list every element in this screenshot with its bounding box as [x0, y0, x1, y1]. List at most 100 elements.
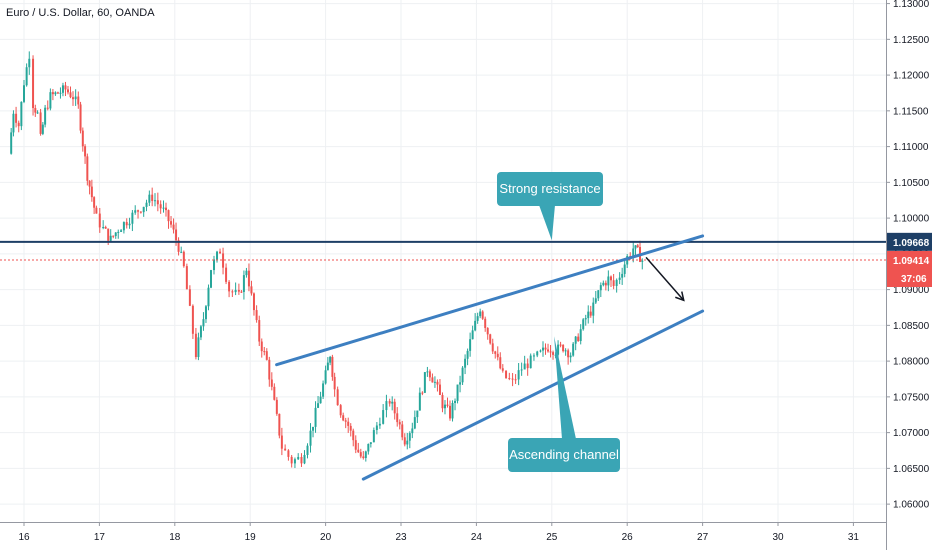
candle-body	[74, 96, 77, 100]
candle-body	[250, 286, 253, 294]
channel-callout-label: Ascending channel	[509, 447, 619, 462]
candle-body	[312, 426, 315, 431]
candle-body	[523, 363, 526, 370]
candle-body	[416, 410, 419, 418]
candle-body	[84, 146, 87, 157]
y-tick-label: 1.09000	[893, 285, 930, 296]
candle-body	[90, 186, 93, 198]
candle-body	[494, 351, 497, 354]
candle-body	[364, 451, 367, 459]
candle-body	[260, 341, 263, 352]
candle-body	[237, 289, 240, 292]
channel-upper-line	[275, 234, 705, 367]
x-tick-label: 23	[395, 532, 407, 543]
candle-body	[134, 210, 137, 213]
candle-body	[207, 287, 210, 307]
candle-body	[64, 85, 67, 90]
candle-body	[589, 311, 592, 316]
candle-body	[362, 456, 365, 459]
candle-body	[564, 350, 567, 352]
candle-body	[489, 334, 492, 344]
candle-body	[408, 433, 411, 441]
candle-body	[479, 311, 482, 317]
candle-body	[44, 107, 47, 125]
candle-body	[326, 362, 329, 371]
candle-body	[446, 404, 449, 406]
candle-body	[290, 456, 293, 464]
candle-body	[170, 221, 173, 225]
resistance-callout-box	[497, 172, 603, 206]
candle-body	[81, 130, 84, 147]
candle-body	[594, 298, 597, 303]
candle-body	[131, 212, 134, 224]
callout-labels: Strong resistance Ascending channel	[497, 172, 620, 472]
candle-body	[636, 245, 639, 247]
candle-body	[602, 282, 605, 286]
candle-body	[51, 92, 54, 95]
candle-body	[418, 392, 421, 411]
candle-body	[213, 259, 216, 271]
candle-body	[623, 264, 626, 274]
y-tick-label: 1.12000	[893, 71, 930, 82]
candle-body	[28, 58, 31, 68]
candle-body	[109, 235, 112, 241]
candle-body	[216, 251, 219, 260]
candle-body	[191, 305, 194, 334]
candle-body	[32, 58, 35, 109]
candle-body	[182, 251, 185, 267]
candle-body	[339, 405, 342, 416]
candle-body	[413, 417, 416, 429]
candle-body	[275, 399, 278, 414]
candle-body	[15, 113, 18, 123]
candle-body	[104, 226, 107, 229]
y-tick-label: 1.08000	[893, 357, 930, 368]
candle-body	[234, 289, 237, 293]
candle-body	[421, 392, 424, 394]
candle-body	[309, 430, 312, 446]
candle-body	[72, 97, 75, 100]
chart-grid	[0, 0, 886, 522]
x-tick-label: 19	[245, 532, 257, 543]
candle-body	[284, 448, 287, 451]
candle-body	[456, 384, 459, 401]
candle-body	[514, 379, 517, 381]
candle-body	[258, 320, 261, 342]
candle-body	[401, 424, 404, 438]
candle-body	[517, 370, 520, 380]
candle-body	[252, 293, 255, 311]
projection-arrow-line	[645, 256, 685, 301]
candle-body	[433, 381, 436, 383]
candle-body	[393, 401, 396, 414]
candle-body	[451, 402, 454, 419]
candle-body	[142, 206, 145, 213]
candle-body	[481, 311, 484, 319]
candle-body	[378, 423, 381, 426]
candle-body	[204, 306, 207, 320]
price-tags: 1.09668 1.09414 37:06	[887, 232, 932, 287]
candle-body	[79, 104, 82, 131]
candle-body	[300, 456, 303, 464]
candle-body	[615, 279, 618, 286]
candle-body	[511, 378, 514, 380]
candle-body	[225, 267, 228, 282]
candle-body	[542, 347, 545, 351]
y-tick-label: 1.12500	[893, 35, 930, 46]
candle-body	[559, 344, 562, 346]
candle-body	[231, 291, 234, 293]
y-tick-label: 1.10000	[893, 214, 930, 225]
candle-body	[159, 204, 162, 209]
candle-body	[265, 351, 268, 360]
candle-body	[349, 425, 352, 431]
candle-body	[618, 277, 621, 280]
candle-body	[167, 210, 170, 222]
candle-body	[587, 311, 590, 319]
y-tick-label: 1.06500	[893, 464, 930, 475]
candle-body	[120, 230, 123, 232]
candle-body	[197, 337, 200, 358]
candle-body	[329, 356, 332, 363]
x-tick-label: 25	[546, 532, 558, 543]
candle-body	[584, 318, 587, 320]
candle-body	[612, 280, 615, 286]
